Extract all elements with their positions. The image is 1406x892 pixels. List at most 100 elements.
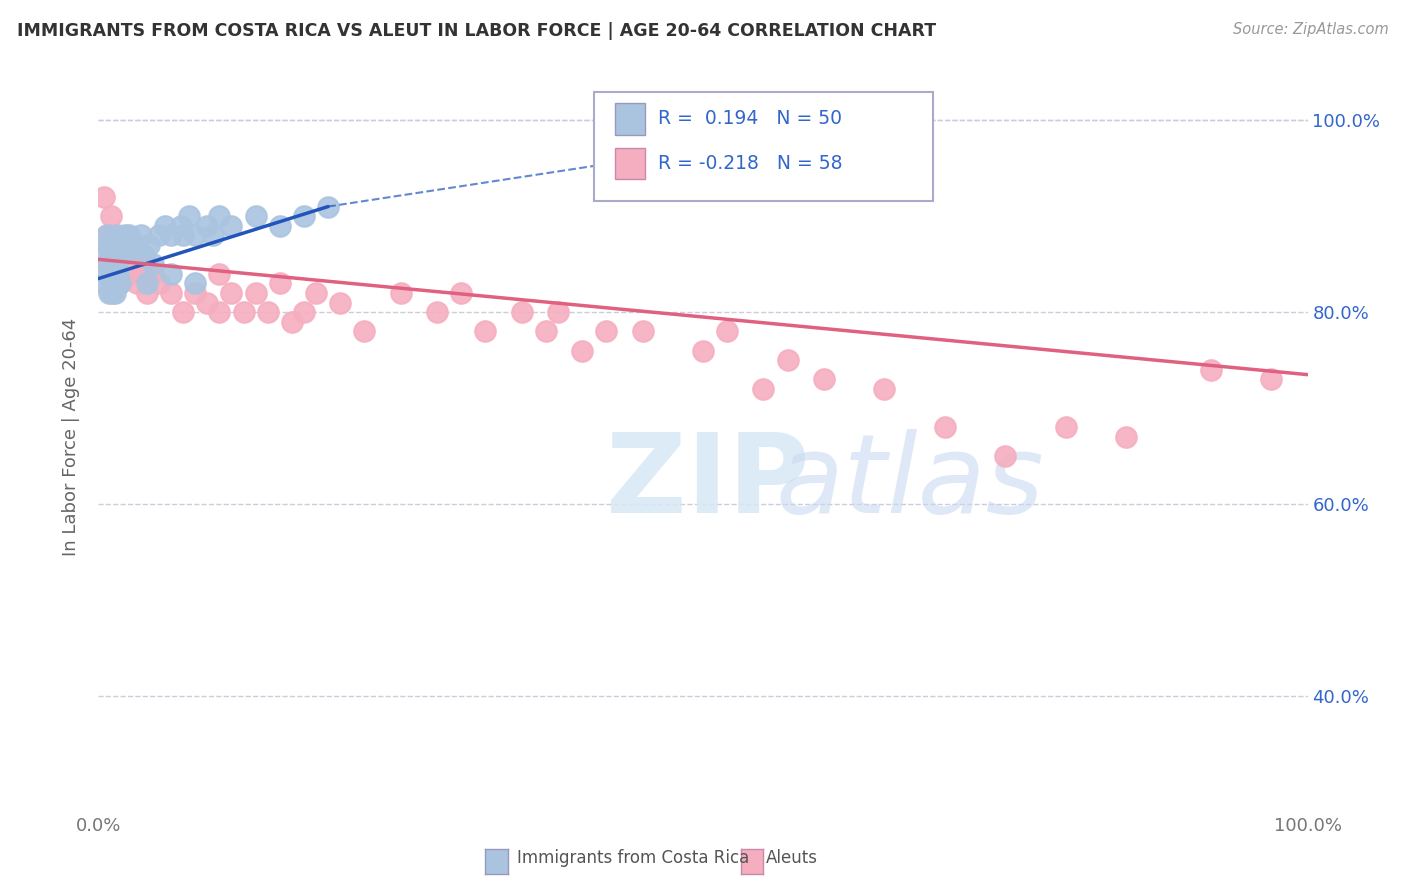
Point	[208, 267, 231, 281]
Point	[104, 267, 127, 281]
Point	[148, 228, 170, 243]
Point	[124, 238, 146, 252]
Point	[101, 238, 124, 252]
Point	[450, 285, 472, 300]
Point	[316, 200, 339, 214]
Y-axis label: In Labor Force | Age 20-64: In Labor Force | Age 20-64	[62, 318, 80, 557]
Point	[96, 228, 118, 243]
Point	[813, 372, 835, 386]
Point	[100, 247, 122, 261]
Point	[534, 325, 557, 339]
Point	[118, 267, 141, 281]
Text: ZIP: ZIP	[606, 428, 810, 535]
Point	[114, 247, 136, 261]
Point	[100, 267, 122, 281]
Point	[135, 277, 157, 291]
Point	[127, 277, 149, 291]
Point	[184, 285, 207, 300]
Point	[103, 257, 125, 271]
Point	[292, 209, 315, 223]
Point	[172, 305, 194, 319]
Point	[752, 382, 775, 396]
Point	[111, 238, 134, 252]
Point	[692, 343, 714, 358]
Point	[97, 257, 120, 271]
Point	[103, 277, 125, 291]
Point	[195, 219, 218, 233]
Point	[245, 209, 267, 223]
Point	[142, 267, 165, 281]
Point	[595, 325, 617, 339]
Point	[100, 238, 122, 252]
Point	[292, 305, 315, 319]
Point	[108, 277, 131, 291]
Text: R =  0.194   N = 50: R = 0.194 N = 50	[658, 110, 842, 128]
Point	[105, 228, 128, 243]
FancyBboxPatch shape	[595, 93, 932, 201]
Point	[100, 277, 122, 291]
Point	[129, 267, 152, 281]
Point	[105, 267, 128, 281]
Point	[160, 228, 183, 243]
Point	[353, 325, 375, 339]
Point	[256, 305, 278, 319]
Point	[571, 343, 593, 358]
Point	[111, 247, 134, 261]
Point	[195, 295, 218, 310]
Point	[103, 247, 125, 261]
Point	[1115, 430, 1137, 444]
Point	[305, 285, 328, 300]
Point	[994, 450, 1017, 464]
Point	[129, 228, 152, 243]
Point	[93, 277, 115, 291]
Point	[776, 353, 799, 368]
Point	[172, 228, 194, 243]
Point	[108, 277, 131, 291]
Point	[124, 238, 146, 252]
Point	[93, 190, 115, 204]
Point	[269, 219, 291, 233]
Point	[510, 305, 533, 319]
Text: Aleuts: Aleuts	[766, 849, 818, 867]
Point	[114, 228, 136, 243]
Point	[329, 295, 352, 310]
Point	[100, 285, 122, 300]
Point	[134, 257, 156, 271]
Point	[101, 228, 124, 243]
Point	[134, 247, 156, 261]
Text: IMMIGRANTS FROM COSTA RICA VS ALEUT IN LABOR FORCE | AGE 20-64 CORRELATION CHART: IMMIGRANTS FROM COSTA RICA VS ALEUT IN L…	[17, 22, 936, 40]
Point	[94, 247, 117, 261]
FancyBboxPatch shape	[614, 148, 645, 179]
Point	[118, 228, 141, 243]
Text: Immigrants from Costa Rica: Immigrants from Costa Rica	[517, 849, 749, 867]
Point	[245, 285, 267, 300]
Point	[716, 325, 738, 339]
Point	[281, 315, 304, 329]
Point	[934, 420, 956, 434]
Point	[389, 285, 412, 300]
FancyBboxPatch shape	[614, 103, 645, 135]
Point	[98, 285, 121, 300]
Point	[547, 305, 569, 319]
Point	[208, 305, 231, 319]
Point	[107, 247, 129, 261]
Point	[169, 219, 191, 233]
Point	[153, 219, 176, 233]
Point	[221, 285, 243, 300]
Point	[108, 247, 131, 261]
Point	[631, 325, 654, 339]
Point	[107, 267, 129, 281]
Point	[426, 305, 449, 319]
Point	[184, 277, 207, 291]
Point	[1260, 372, 1282, 386]
Point	[1054, 420, 1077, 434]
Point	[160, 285, 183, 300]
Point	[160, 267, 183, 281]
Point	[98, 257, 121, 271]
Point	[118, 238, 141, 252]
Point	[873, 382, 896, 396]
Text: atlas: atlas	[776, 428, 1045, 535]
Text: R = -0.218   N = 58: R = -0.218 N = 58	[658, 153, 842, 173]
Point	[148, 277, 170, 291]
Point	[179, 209, 201, 223]
